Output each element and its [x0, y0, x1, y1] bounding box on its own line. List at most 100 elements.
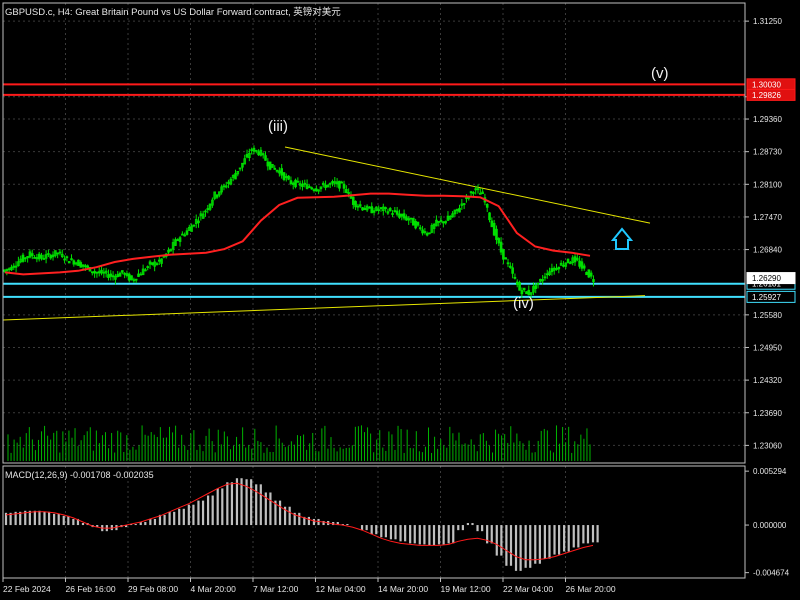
candle-body	[35, 257, 39, 260]
candle-body	[414, 220, 417, 229]
candle-body	[407, 218, 411, 221]
candle-body	[388, 208, 392, 212]
candle-body	[569, 262, 572, 265]
current-price-tag: 1.26290	[752, 274, 781, 283]
candle-body	[361, 207, 364, 211]
candle-body	[81, 264, 85, 267]
candle-body	[303, 182, 307, 185]
candle-body	[30, 253, 34, 257]
candle-body	[372, 210, 376, 213]
candle-body	[381, 206, 385, 211]
candle-body	[488, 212, 491, 221]
price-axis-label: 1.27470	[753, 213, 782, 222]
candle-body	[319, 186, 323, 190]
candle-body	[215, 194, 219, 198]
candle-body	[345, 189, 348, 193]
price-axis-label: 1.24320	[753, 376, 782, 385]
candle-body	[121, 270, 124, 273]
candle-body	[248, 153, 251, 158]
lower-trendline	[2, 295, 646, 321]
candle-body	[375, 206, 378, 211]
candle-body	[174, 239, 177, 246]
candle-body	[340, 181, 344, 184]
candle-body	[123, 272, 126, 275]
candle-body	[557, 266, 561, 270]
candle-body	[460, 203, 464, 206]
candle-body	[478, 192, 482, 195]
candle-body	[356, 205, 360, 208]
candle-body	[275, 169, 279, 172]
candle-body	[525, 291, 528, 295]
macd-axis-label: -0.004674	[753, 569, 790, 578]
candle-body	[130, 275, 133, 281]
candle-body	[347, 192, 350, 194]
candle-body	[90, 271, 94, 274]
candle-body	[12, 265, 16, 268]
candle-body	[398, 213, 401, 218]
candle-body	[51, 254, 55, 258]
price-axis-label: 1.26840	[753, 246, 782, 255]
candle-body	[10, 266, 13, 271]
time-axis-label: 12 Mar 04:00	[316, 584, 366, 594]
candle-body	[310, 187, 314, 190]
candle-body	[451, 213, 454, 218]
candle-body	[575, 257, 579, 261]
candle-body	[543, 276, 547, 279]
candle-body	[132, 279, 136, 282]
candle-body	[476, 188, 480, 191]
time-axis-label: 7 Mar 12:00	[253, 584, 299, 594]
candle-body	[109, 273, 113, 277]
resistance-price-tag: 1.30030	[752, 80, 781, 89]
candle-body	[305, 184, 309, 190]
resistance-price-tag: 1.29826	[752, 91, 781, 100]
candle-body	[284, 176, 288, 178]
candle-body	[393, 210, 397, 213]
candle-body	[462, 203, 466, 205]
candle-body	[418, 227, 422, 230]
candle-body	[79, 262, 83, 268]
candle-body	[301, 184, 304, 188]
candle-body	[509, 265, 512, 268]
candle-body	[324, 184, 327, 188]
candle-body	[116, 274, 120, 277]
candle-body	[291, 182, 295, 185]
candle-body	[229, 178, 233, 185]
candle-body	[157, 259, 161, 262]
candle-body	[3, 269, 6, 272]
candle-body	[495, 228, 498, 240]
candle-body	[555, 268, 558, 270]
candle-body	[278, 170, 281, 174]
candle-body	[54, 250, 57, 257]
candle-body	[44, 254, 48, 259]
candle-body	[453, 209, 457, 215]
candle-body	[28, 251, 32, 258]
candle-body	[515, 281, 519, 285]
price-axis-label: 1.24950	[753, 343, 782, 352]
candle-body	[592, 279, 595, 283]
up-arrow-icon	[610, 227, 634, 250]
candle-body	[40, 254, 43, 259]
candle-body	[144, 269, 147, 272]
candle-body	[472, 192, 475, 194]
candle-body	[148, 261, 152, 265]
candle-body	[14, 265, 18, 268]
candle-body	[72, 260, 76, 265]
support-price-tag-bg	[746, 290, 796, 303]
candle-body	[84, 265, 87, 268]
price-axis-label: 1.23690	[753, 409, 782, 418]
time-axis-label: 14 Mar 20:00	[378, 584, 428, 594]
candle-body	[185, 230, 189, 235]
candle-body	[224, 185, 228, 188]
candle-body	[60, 253, 64, 258]
candle-body	[178, 237, 182, 242]
candle-body	[167, 249, 170, 253]
candle-body	[552, 267, 556, 271]
candle-body	[47, 253, 50, 255]
candle-body	[77, 259, 80, 266]
candle-body	[211, 199, 214, 206]
candle-body	[252, 147, 256, 152]
candle-body	[502, 249, 505, 260]
candle-body	[315, 188, 318, 192]
candle-body	[562, 264, 565, 267]
